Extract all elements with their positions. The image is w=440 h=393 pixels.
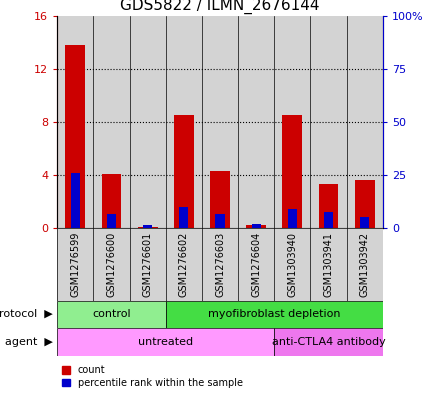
Bar xyxy=(102,174,121,228)
Bar xyxy=(252,224,260,228)
Bar xyxy=(138,227,158,228)
Bar xyxy=(319,184,338,228)
Text: GSM1276599: GSM1276599 xyxy=(70,231,80,297)
Text: protocol  ▶: protocol ▶ xyxy=(0,309,53,320)
Text: GSM1276604: GSM1276604 xyxy=(251,231,261,297)
Bar xyxy=(129,16,166,228)
Bar xyxy=(143,225,152,228)
Text: anti-CTLA4 antibody: anti-CTLA4 antibody xyxy=(271,337,385,347)
Bar xyxy=(107,214,116,228)
Title: GDS5822 / ILMN_2676144: GDS5822 / ILMN_2676144 xyxy=(120,0,320,15)
Bar xyxy=(57,16,93,228)
Bar xyxy=(324,212,333,228)
Bar xyxy=(347,16,383,228)
Bar xyxy=(210,171,230,228)
Bar xyxy=(216,214,224,228)
Bar xyxy=(166,16,202,228)
Text: GSM1276600: GSM1276600 xyxy=(106,231,117,297)
Bar xyxy=(246,225,266,228)
Text: GSM1276602: GSM1276602 xyxy=(179,231,189,297)
Text: GSM1303940: GSM1303940 xyxy=(287,232,297,297)
Bar xyxy=(174,115,194,228)
Bar xyxy=(202,16,238,228)
Bar xyxy=(288,209,297,228)
Bar xyxy=(180,207,188,228)
Text: myofibroblast depletion: myofibroblast depletion xyxy=(208,309,341,320)
Bar xyxy=(71,173,80,228)
Text: agent  ▶: agent ▶ xyxy=(5,337,53,347)
Text: control: control xyxy=(92,309,131,320)
Text: GSM1303942: GSM1303942 xyxy=(360,232,370,297)
Bar xyxy=(57,328,274,356)
Bar xyxy=(311,16,347,228)
Text: GSM1276603: GSM1276603 xyxy=(215,231,225,297)
Text: GSM1303941: GSM1303941 xyxy=(323,232,334,297)
Bar xyxy=(93,16,129,228)
Bar xyxy=(274,16,311,228)
Bar xyxy=(274,328,383,356)
Bar xyxy=(66,45,85,228)
Bar xyxy=(166,301,383,328)
Bar xyxy=(282,115,302,228)
Bar xyxy=(360,217,369,228)
Text: GSM1276601: GSM1276601 xyxy=(143,231,153,297)
Text: untreated: untreated xyxy=(138,337,193,347)
Legend: count, percentile rank within the sample: count, percentile rank within the sample xyxy=(62,365,242,388)
Bar xyxy=(57,301,166,328)
Bar xyxy=(355,180,375,228)
Bar xyxy=(238,16,274,228)
